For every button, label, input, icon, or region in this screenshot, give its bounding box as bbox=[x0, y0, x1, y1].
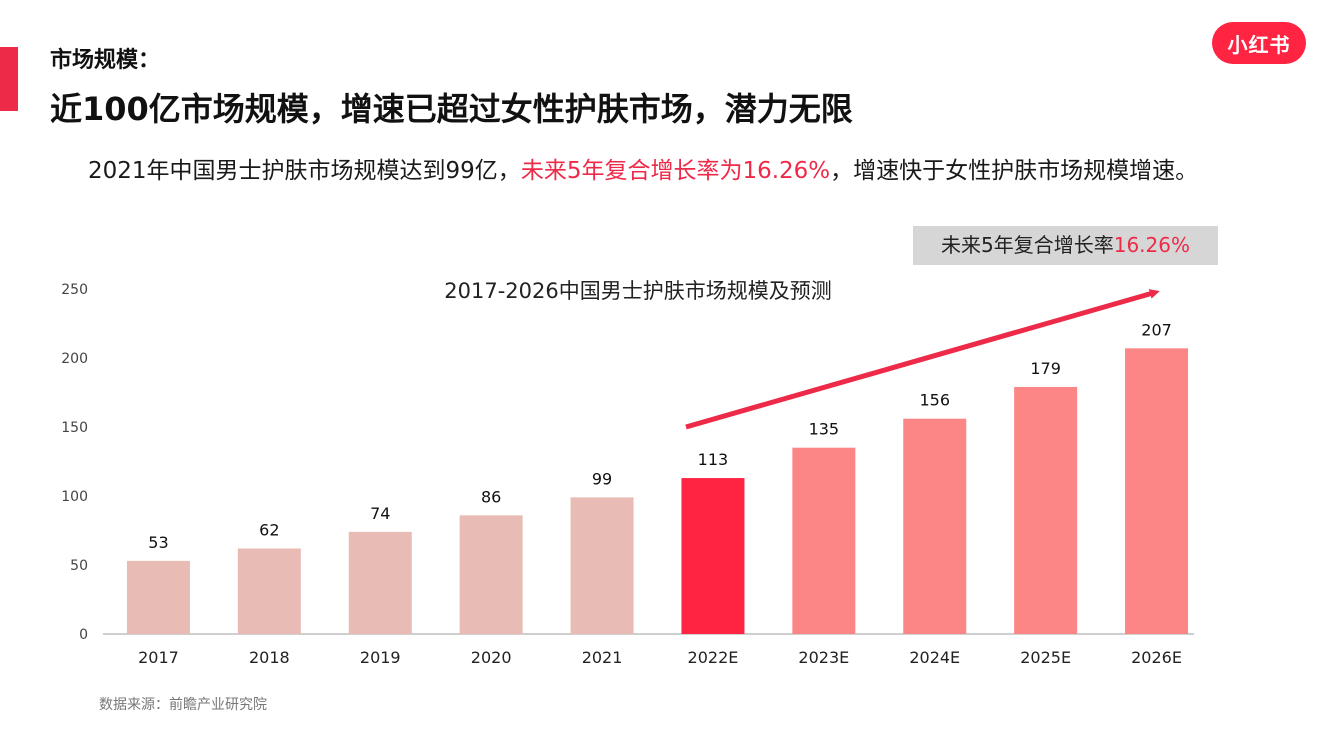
x-tick-label: 2018 bbox=[249, 648, 290, 667]
x-tick-label: 2023E bbox=[798, 648, 849, 667]
x-tick-label: 2022E bbox=[688, 648, 739, 667]
x-axis: 2017 2018 2019 2020 2021 2022E 2023E 2024E 2025E… bbox=[138, 648, 1182, 667]
cagr-value: 16.26% bbox=[1113, 233, 1190, 257]
x-tick-label: 2019 bbox=[360, 648, 401, 667]
brand-logo: 小红书 bbox=[1212, 22, 1306, 64]
y-tick-label: 100 bbox=[61, 489, 88, 505]
y-tick-label: 200 bbox=[61, 351, 88, 367]
x-tick-label: 2024E bbox=[909, 648, 960, 667]
data-label: 53 bbox=[148, 533, 168, 552]
data-label: 86 bbox=[481, 487, 501, 506]
bar-2019 bbox=[348, 531, 412, 634]
accent-bar bbox=[0, 47, 18, 111]
cagr-callout: 未来5年复合增长率16.26% bbox=[913, 226, 1218, 265]
bar-2023e bbox=[792, 447, 856, 634]
y-tick-label: 50 bbox=[70, 558, 88, 574]
data-labels: 53 62 74 86 99 113 135 156 179 207 bbox=[148, 320, 1172, 552]
bar-2025e bbox=[1014, 386, 1078, 634]
bar-2017 bbox=[126, 560, 190, 634]
summary-highlight: 未来5年复合增长率为16.26% bbox=[520, 158, 831, 184]
data-label: 135 bbox=[809, 420, 840, 439]
x-tick-label: 2020 bbox=[471, 648, 512, 667]
cagr-label: 未来5年复合增长率 bbox=[941, 233, 1114, 257]
bar-2018 bbox=[237, 548, 301, 634]
data-label: 113 bbox=[698, 450, 729, 469]
bar-series bbox=[126, 348, 1189, 634]
data-label: 74 bbox=[370, 504, 390, 523]
summary-text: 2021年中国男士护肤市场规模达到99亿，未来5年复合增长率为16.26%，增速… bbox=[88, 152, 1208, 190]
summary-part-1: 2021年中国男士护肤市场规模达到99亿， bbox=[88, 158, 521, 184]
bar-2024e bbox=[903, 418, 967, 634]
data-label: 62 bbox=[259, 520, 279, 539]
bar-2022e bbox=[681, 478, 745, 634]
y-tick-label: 150 bbox=[61, 420, 88, 436]
data-label: 207 bbox=[1141, 320, 1172, 339]
section-label: 市场规模： bbox=[50, 48, 161, 73]
chart-title: 2017-2026中国男士护肤市场规模及预测 bbox=[444, 279, 831, 303]
y-tick-label: 0 bbox=[79, 627, 88, 643]
page-title: 近100亿市场规模，增速已超过女性护肤市场，潜力无限 bbox=[50, 90, 853, 128]
x-tick-label: 2021 bbox=[582, 648, 623, 667]
summary-part-2: ，增速快于女性护肤市场规模增速。 bbox=[830, 158, 1199, 184]
bar-2020 bbox=[459, 515, 523, 634]
source-note: 数据来源：前瞻产业研究院 bbox=[99, 697, 267, 713]
bar-2026e bbox=[1125, 348, 1189, 634]
data-label: 156 bbox=[919, 391, 950, 410]
bar-2021 bbox=[570, 497, 634, 634]
x-tick-label: 2017 bbox=[138, 648, 179, 667]
y-axis: 0 50 100 150 200 250 bbox=[61, 282, 88, 643]
data-label: 99 bbox=[592, 469, 612, 488]
y-tick-label: 250 bbox=[61, 282, 88, 298]
trend-arrow bbox=[685, 289, 1160, 430]
data-label: 179 bbox=[1030, 359, 1061, 378]
x-tick-label: 2025E bbox=[1020, 648, 1071, 667]
x-tick-label: 2026E bbox=[1131, 648, 1182, 667]
